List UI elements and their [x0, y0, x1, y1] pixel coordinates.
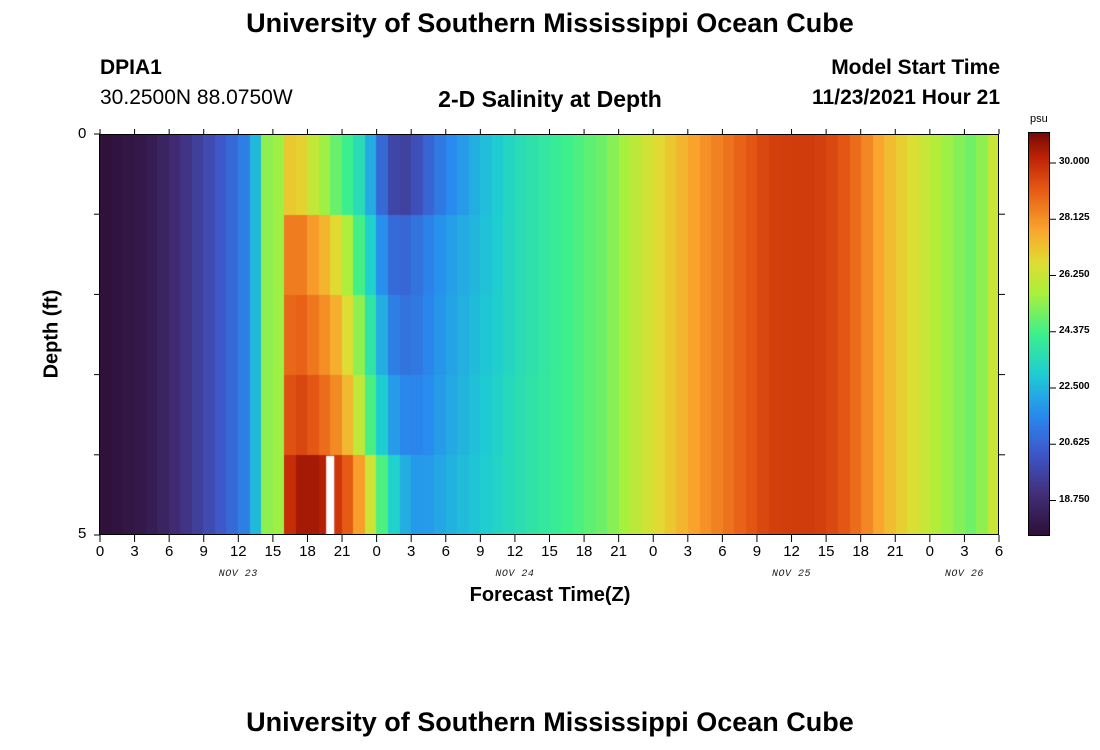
- x-tick-label: 3: [683, 543, 692, 560]
- x-tick-label: 21: [886, 543, 904, 560]
- colorbar: [1028, 132, 1050, 536]
- x-tick-label: 0: [925, 543, 935, 560]
- footer-title: University of Southern Mississippi Ocean…: [246, 707, 854, 737]
- x-tick-label: 12: [506, 543, 524, 560]
- station-id: DPIA1: [100, 56, 162, 79]
- x-tick-label: 12: [229, 543, 247, 560]
- colorbar-tick-label: 26.250: [1059, 268, 1090, 280]
- salinity-heatmap: [100, 135, 998, 534]
- x-tick-label: 18: [575, 543, 593, 560]
- x-tick-label: 9: [752, 543, 762, 560]
- heatmap-frame: [99, 134, 999, 535]
- y-tick-bottom: 5: [78, 525, 87, 542]
- x-day-label: NOV 25: [772, 569, 812, 580]
- y-axis-label: Depth (ft): [40, 289, 63, 379]
- x-tick-label: 15: [541, 543, 558, 560]
- x-tick-label: 21: [610, 543, 627, 560]
- colorbar-unit: psu: [1030, 113, 1048, 125]
- x-tick-label: 18: [299, 543, 316, 560]
- page-title: University of Southern Mississippi Ocean…: [246, 8, 854, 38]
- x-day-label: NOV 24: [495, 569, 535, 580]
- x-tick-label: 6: [441, 543, 450, 560]
- x-tick-label: 9: [199, 543, 208, 560]
- x-tick-label: 6: [718, 543, 727, 560]
- colorbar-tick-label: 24.375: [1059, 324, 1090, 336]
- colorbar-tick-label: 20.625: [1059, 437, 1090, 449]
- x-tick-label: 0: [372, 543, 381, 560]
- model-start-label: Model Start Time: [831, 56, 1000, 79]
- colorbar-tick-label: 18.750: [1059, 493, 1090, 505]
- x-tick-label: 9: [476, 543, 485, 560]
- colorbar-tick-label: 28.125: [1059, 212, 1090, 224]
- x-tick-label: 21: [333, 543, 351, 560]
- station-coords: 30.2500N 88.0750W: [100, 86, 293, 109]
- x-tick-label: 6: [994, 543, 1004, 560]
- x-tick-label: 0: [95, 543, 105, 560]
- x-tick-label: 18: [852, 543, 870, 560]
- x-tick-label: 15: [264, 543, 282, 560]
- colorbar-tick-label: 22.500: [1059, 381, 1090, 392]
- y-tick-top: 0: [78, 125, 87, 142]
- x-tick-label: 0: [649, 543, 658, 560]
- x-tick-label: 3: [960, 543, 969, 560]
- x-day-label: NOV 26: [944, 569, 984, 580]
- x-tick-label: 15: [817, 543, 835, 560]
- x-tick-label: 6: [164, 543, 174, 560]
- x-tick-label: 12: [783, 543, 800, 560]
- x-tick-label: 3: [407, 543, 416, 560]
- x-tick-label: 3: [130, 543, 139, 560]
- colorbar-tick-label: 30.000: [1059, 156, 1090, 167]
- x-axis-label: Forecast Time(Z): [469, 584, 631, 606]
- x-day-label: NOV 23: [218, 569, 258, 580]
- model-start-value: 11/23/2021 Hour 21: [812, 86, 1000, 109]
- x-tick-labels: 0 3 6 9 12 15 18 21 0 3 6 9 12 15 18 21 0 3 6 9 12 15 18 21 0 3 6 N…: [0, 543, 1100, 583]
- colorbar-gradient: [1029, 133, 1049, 535]
- plot-title: 2-D Salinity at Depth: [438, 86, 662, 112]
